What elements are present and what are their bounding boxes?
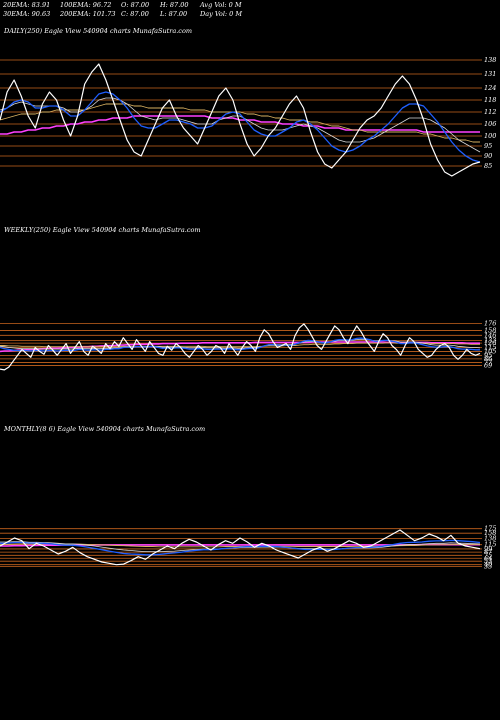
- monthly-ytick-label: 64: [484, 554, 492, 562]
- weekly-ytick-label: 105: [484, 347, 496, 355]
- daily-ytick-label: 124: [484, 84, 496, 92]
- stat-ema30: 30EMA: 90.63: [3, 10, 51, 18]
- monthly-ytick-label: 138: [484, 535, 496, 543]
- monthly-ytick-label: 75: [484, 551, 492, 559]
- weekly-ytick-label: 95: [484, 351, 492, 359]
- daily-ytick-label: 100: [484, 132, 496, 140]
- stat-avg-vol: Avg Vol: 0 M: [200, 1, 242, 9]
- weekly-ytick-label: 115: [484, 343, 496, 351]
- daily-ytick-label: 131: [484, 70, 496, 78]
- stat-ema20: 20EMA: 83.91: [3, 1, 51, 9]
- monthly-ytick-label: 53: [484, 557, 492, 565]
- stat-open: O: 87.00: [121, 1, 150, 9]
- weekly-ytick-label: 69: [484, 362, 492, 370]
- daily-ytick-label: 106: [484, 120, 496, 128]
- daily-ytick-label: 95: [484, 142, 492, 150]
- weekly-price-line: [0, 323, 481, 371]
- daily-ytick-label: 112: [484, 108, 496, 116]
- weekly-ytick-label: 158: [484, 327, 496, 335]
- monthly-chart-title: MONTHLY(8 6) Eagle View 540904 charts Mu…: [4, 425, 206, 433]
- weekly-chart-title: WEEKLY(250) Eagle View 540904 charts Mun…: [4, 226, 201, 234]
- weekly-ytick-label: 146: [484, 331, 496, 339]
- stat-close: C: 87.00: [121, 10, 149, 18]
- monthly-ytick-label: 158: [484, 529, 496, 537]
- daily-ema100-line: [0, 103, 480, 143]
- daily-ema200-line: [0, 115, 480, 135]
- stat-low: L: 87.00: [160, 10, 188, 18]
- daily-chart: 138 131 124 118 112 106 100 95 90 85: [0, 56, 496, 177]
- monthly-ytick-label: 40: [483, 561, 492, 569]
- weekly-ema20-line: [0, 337, 480, 352]
- weekly-ytick-label: 176: [484, 320, 496, 328]
- daily-ytick-label: 118: [484, 96, 496, 104]
- daily-ytick-label: 85: [484, 162, 492, 170]
- weekly-ytick-label: 133: [484, 336, 496, 344]
- daily-price-line: [0, 63, 481, 177]
- daily-chart-title: DAILY(250) Eagle View 540904 charts Muna…: [4, 27, 193, 35]
- daily-ema30-line: [0, 97, 481, 153]
- stat-high: H: 87.00: [160, 1, 189, 9]
- monthly-ytick-label: 87: [484, 548, 493, 556]
- stat-ema200: 200EMA: 101.73: [60, 10, 116, 18]
- monthly-ema20-line: [0, 539, 481, 556]
- monthly-ytick-label: 115: [484, 541, 496, 549]
- daily-ytick-label: 90: [484, 152, 492, 160]
- daily-ema20-line: [0, 91, 481, 163]
- monthly-ytick-label: 99: [484, 545, 492, 553]
- monthly-price-line: [0, 529, 481, 566]
- stat-day-vol: Day Vol: 0 M: [200, 10, 243, 18]
- weekly-ytick-label: 126: [484, 339, 496, 347]
- weekly-ytick-label: 77: [484, 358, 493, 366]
- weekly-ytick-label: 86: [484, 355, 492, 363]
- weekly-ema30-line: [0, 338, 481, 350]
- daily-ytick-label: 138: [484, 56, 496, 64]
- monthly-ytick-label: 33: [484, 563, 492, 571]
- stat-ema100: 100EMA: 96.72: [60, 1, 112, 9]
- monthly-ytick-label: 175: [484, 525, 496, 533]
